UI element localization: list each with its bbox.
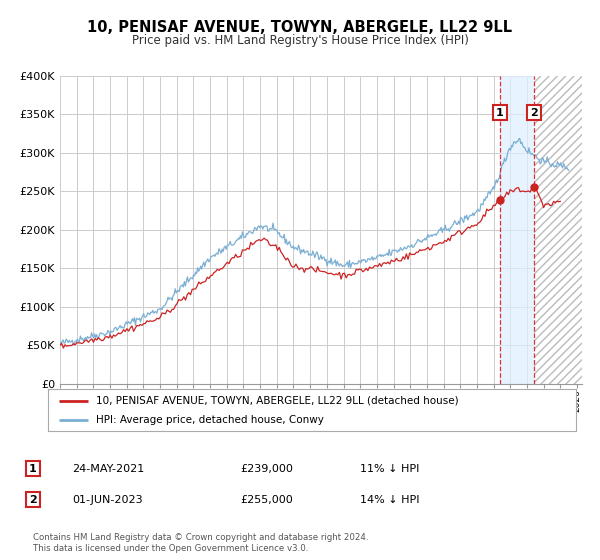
- Text: 01-JUN-2023: 01-JUN-2023: [72, 494, 143, 505]
- Text: 10, PENISAF AVENUE, TOWYN, ABERGELE, LL22 9LL: 10, PENISAF AVENUE, TOWYN, ABERGELE, LL2…: [88, 20, 512, 35]
- Text: 1: 1: [496, 108, 504, 118]
- Bar: [500, 76, 534, 384]
- Text: Contains HM Land Registry data © Crown copyright and database right 2024.
This d: Contains HM Land Registry data © Crown c…: [33, 533, 368, 553]
- Text: 2: 2: [530, 108, 538, 118]
- Text: 10, PENISAF AVENUE, TOWYN, ABERGELE, LL22 9LL (detached house): 10, PENISAF AVENUE, TOWYN, ABERGELE, LL2…: [95, 395, 458, 405]
- Text: 1: 1: [29, 464, 37, 474]
- Bar: [534, 76, 586, 384]
- Text: 24-MAY-2021: 24-MAY-2021: [72, 464, 144, 474]
- Text: £255,000: £255,000: [240, 494, 293, 505]
- Text: HPI: Average price, detached house, Conwy: HPI: Average price, detached house, Conw…: [95, 415, 323, 425]
- Point: [495, 195, 505, 204]
- Text: £239,000: £239,000: [240, 464, 293, 474]
- Text: 2: 2: [29, 494, 37, 505]
- Bar: [534, 76, 586, 384]
- Text: 14% ↓ HPI: 14% ↓ HPI: [360, 494, 419, 505]
- Point: [529, 183, 539, 192]
- Text: 11% ↓ HPI: 11% ↓ HPI: [360, 464, 419, 474]
- Text: Price paid vs. HM Land Registry's House Price Index (HPI): Price paid vs. HM Land Registry's House …: [131, 34, 469, 46]
